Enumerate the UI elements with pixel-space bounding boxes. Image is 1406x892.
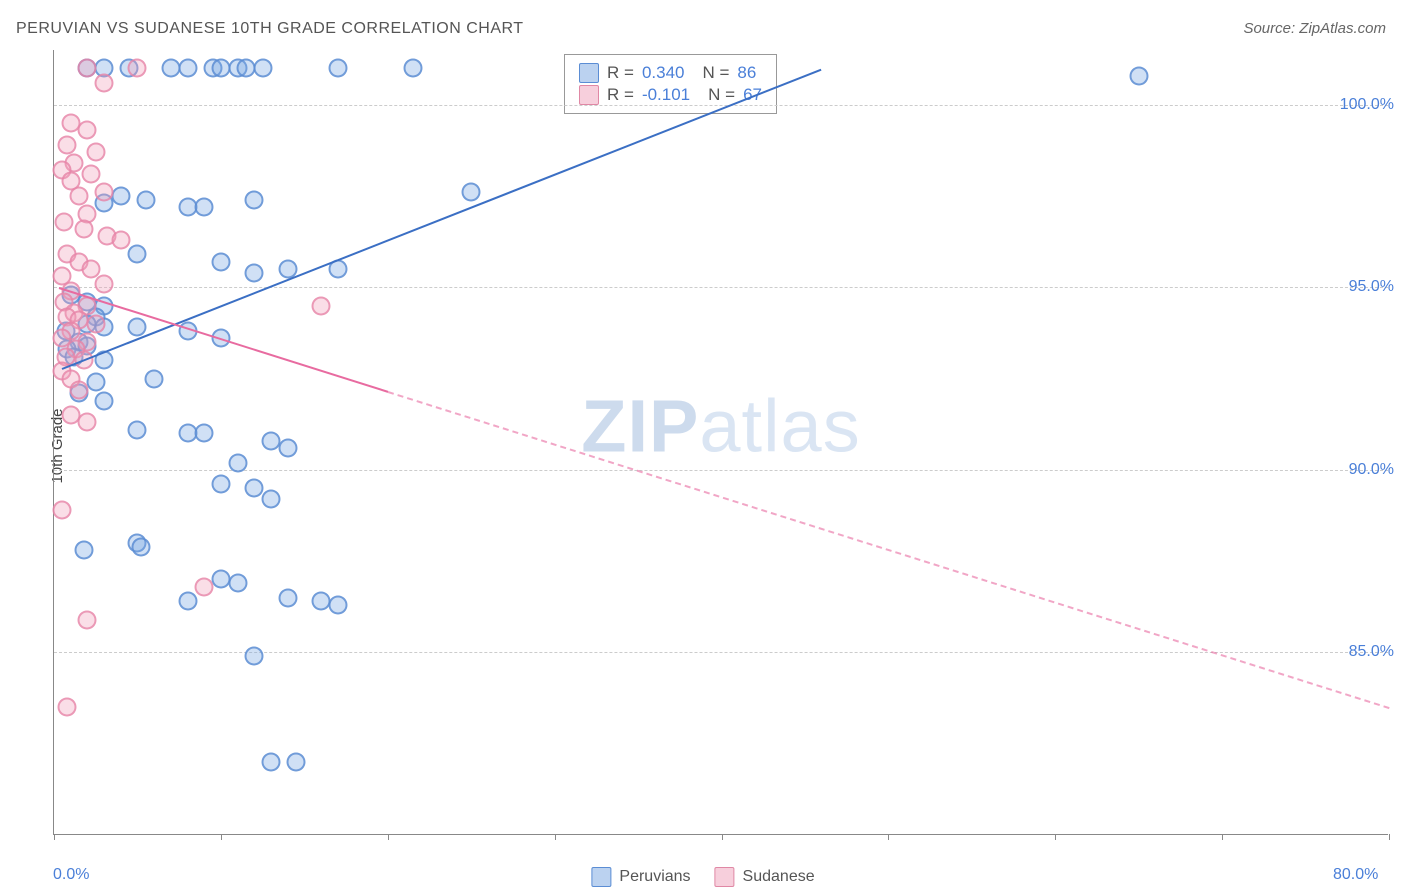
scatter-point [328, 59, 347, 78]
scatter-point [278, 438, 297, 457]
x-tick [1389, 834, 1390, 840]
scatter-point [55, 212, 74, 231]
r-label: R = [607, 85, 634, 105]
scatter-point [328, 595, 347, 614]
series-legend: Peruvians Sudanese [591, 867, 814, 887]
scatter-point [78, 121, 97, 140]
y-tick-label: 95.0% [1349, 278, 1394, 296]
chart-title: PERUVIAN VS SUDANESE 10TH GRADE CORRELAT… [16, 20, 524, 38]
scatter-point [261, 490, 280, 509]
scatter-point [211, 475, 230, 494]
scatter-point [75, 541, 94, 560]
r-value-sudanese: -0.101 [642, 85, 690, 105]
scatter-point [78, 59, 97, 78]
legend-item-sudanese: Sudanese [715, 867, 815, 887]
n-label: N = [708, 85, 735, 105]
scatter-point [228, 574, 247, 593]
scatter-point [58, 698, 77, 717]
x-tick [1055, 834, 1056, 840]
scatter-point [58, 135, 77, 154]
x-tick-label: 0.0% [53, 866, 89, 884]
scatter-point [95, 274, 114, 293]
scatter-point [245, 647, 264, 666]
scatter-point [53, 501, 72, 520]
watermark-light: atlas [699, 385, 860, 468]
scatter-point [78, 610, 97, 629]
scatter-point [261, 752, 280, 771]
x-tick [555, 834, 556, 840]
scatter-point [245, 479, 264, 498]
scatter-point [111, 187, 130, 206]
scatter-point [178, 592, 197, 611]
scatter-point [278, 588, 297, 607]
legend-label-sudanese: Sudanese [743, 868, 815, 886]
scatter-point [253, 59, 272, 78]
y-tick-label: 85.0% [1349, 643, 1394, 661]
swatch-pink-icon [579, 85, 599, 105]
scatter-point [403, 59, 422, 78]
scatter-point [145, 369, 164, 388]
gridline [54, 470, 1388, 471]
scatter-point [195, 577, 214, 596]
scatter-point [95, 73, 114, 92]
x-tick [888, 834, 889, 840]
scatter-point [86, 373, 105, 392]
x-tick [1222, 834, 1223, 840]
gridline [54, 105, 1388, 106]
source-label: Source: ZipAtlas.com [1243, 20, 1386, 37]
swatch-pink-icon [715, 867, 735, 887]
scatter-point [75, 219, 94, 238]
scatter-point [1129, 66, 1148, 85]
scatter-point [312, 296, 331, 315]
scatter-point [131, 537, 150, 556]
x-tick [54, 834, 55, 840]
scatter-point [128, 318, 147, 337]
legend-label-peruvians: Peruvians [619, 868, 690, 886]
scatter-point [195, 424, 214, 443]
scatter-point [195, 198, 214, 217]
scatter-point [95, 183, 114, 202]
x-tick [722, 834, 723, 840]
scatter-point [95, 391, 114, 410]
scatter-point [81, 165, 100, 184]
x-tick-label: 80.0% [1333, 866, 1378, 884]
scatter-point [136, 190, 155, 209]
y-tick-label: 90.0% [1349, 461, 1394, 479]
legend-row-peruvians: R = 0.340 N = 86 [579, 63, 762, 83]
legend-item-peruvians: Peruvians [591, 867, 690, 887]
scatter-point [462, 183, 481, 202]
scatter-point [178, 59, 197, 78]
scatter-point [128, 245, 147, 264]
x-tick [388, 834, 389, 840]
watermark-bold: ZIP [581, 385, 699, 468]
swatch-blue-icon [591, 867, 611, 887]
scatter-point [86, 143, 105, 162]
gridline [54, 287, 1388, 288]
scatter-point [228, 453, 247, 472]
scatter-point [245, 190, 264, 209]
scatter-point [70, 380, 89, 399]
scatter-point [86, 314, 105, 333]
plot-area: ZIPatlas R = 0.340 N = 86 R = -0.101 N =… [53, 50, 1388, 835]
scatter-point [78, 413, 97, 432]
r-label: R = [607, 63, 634, 83]
scatter-point [286, 752, 305, 771]
scatter-point [211, 252, 230, 271]
scatter-point [128, 420, 147, 439]
scatter-point [111, 230, 130, 249]
watermark: ZIPatlas [581, 384, 860, 469]
scatter-point [128, 59, 147, 78]
y-tick-label: 100.0% [1340, 96, 1394, 114]
n-label: N = [702, 63, 729, 83]
n-value-peruvians: 86 [737, 63, 756, 83]
regression-line [387, 391, 1389, 709]
r-value-peruvians: 0.340 [642, 63, 685, 83]
chart-container: PERUVIAN VS SUDANESE 10TH GRADE CORRELAT… [0, 0, 1406, 892]
swatch-blue-icon [579, 63, 599, 83]
x-tick [221, 834, 222, 840]
scatter-point [245, 263, 264, 282]
scatter-point [70, 187, 89, 206]
